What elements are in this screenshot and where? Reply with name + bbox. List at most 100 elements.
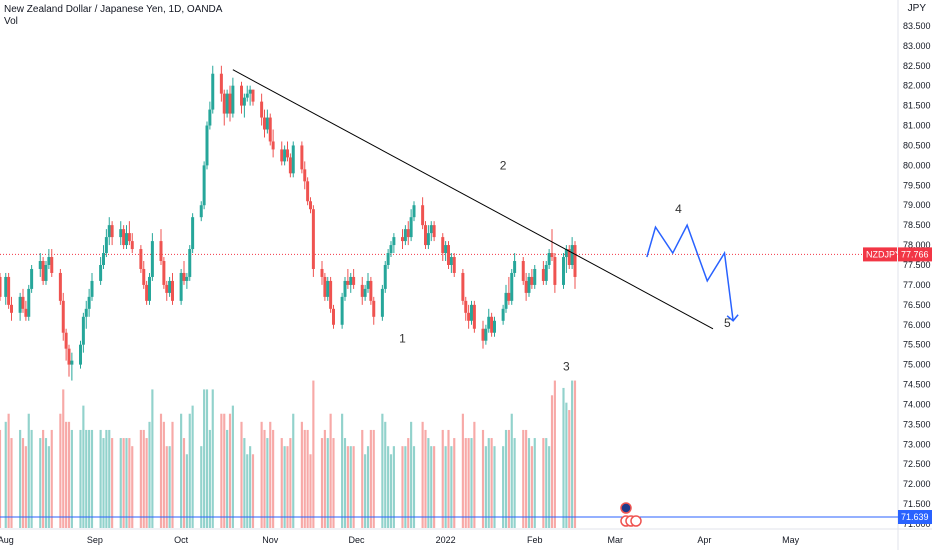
volume-bar <box>185 454 188 528</box>
volume-bar <box>191 405 194 528</box>
candle-body <box>271 141 275 150</box>
candle-body <box>228 93 232 114</box>
candle-body <box>38 261 42 269</box>
candle-body <box>432 225 436 238</box>
volume-bar <box>533 438 536 528</box>
volume-bar <box>289 438 292 528</box>
volume-bar <box>272 429 275 528</box>
candle-body <box>521 261 525 281</box>
volume-bar <box>464 438 467 528</box>
volume-bar <box>401 446 404 528</box>
volume-bar <box>542 438 545 528</box>
volume-bar <box>493 446 496 528</box>
volume-bar <box>0 429 2 528</box>
volume-bar <box>50 429 53 528</box>
volume-bar <box>251 454 255 528</box>
candle-body <box>179 272 183 301</box>
volume-bar <box>102 438 105 528</box>
candle-body <box>7 276 11 305</box>
chart-title: New Zealand Dollar / Japanese Yen, 1D, O… <box>4 4 223 15</box>
volume-bar <box>309 454 312 528</box>
x-tick-label: Oct <box>174 535 189 545</box>
candle-body <box>148 276 151 301</box>
candle-body <box>260 101 264 118</box>
volume-bar <box>392 446 395 528</box>
volume-bar <box>249 446 252 528</box>
candle-body <box>507 292 511 301</box>
volume-bar <box>329 413 332 528</box>
candle-body <box>467 312 471 321</box>
volume-bar <box>148 421 151 528</box>
volume-bar <box>447 429 450 528</box>
volume-bar <box>88 429 91 528</box>
candle-body <box>541 268 545 281</box>
candle-body <box>150 241 154 277</box>
volume-bar <box>142 429 145 528</box>
candle-body <box>288 157 292 174</box>
wave-label: 2 <box>500 158 507 172</box>
candle-body <box>441 237 445 254</box>
volume-bar <box>208 429 211 528</box>
volume-level-tag <box>898 510 932 524</box>
volume-bar <box>507 429 510 528</box>
volume-bar <box>568 410 571 528</box>
volume-bar <box>151 389 154 528</box>
volume-bar <box>42 429 45 528</box>
volume-bar <box>168 446 171 528</box>
volume-bar <box>243 438 246 528</box>
candle-body <box>110 225 114 238</box>
volume-bar <box>203 389 206 528</box>
volume-bar <box>522 429 525 528</box>
last-price-tag <box>898 247 932 262</box>
candle-body <box>343 280 347 297</box>
y-tick-label: 83.000 <box>903 41 931 51</box>
volume-bar <box>553 380 556 528</box>
candle-body <box>412 205 416 218</box>
volume-bar <box>4 421 7 528</box>
candle-body <box>211 73 215 110</box>
candle-body <box>291 145 295 174</box>
volume-bar <box>269 421 272 528</box>
candle-body <box>90 280 94 297</box>
candle-body <box>311 209 315 269</box>
volume-bar <box>27 413 30 528</box>
volume-bar <box>300 421 303 528</box>
volume-bar <box>481 429 485 528</box>
currency-label: JPY <box>907 3 926 14</box>
volume-bar <box>205 389 209 528</box>
x-tick-label: Dec <box>348 535 365 545</box>
candle-body <box>222 93 226 114</box>
candle-body <box>21 296 25 309</box>
candle-body <box>303 169 307 182</box>
x-tick-label: Feb <box>527 535 543 545</box>
candle-body <box>403 229 407 242</box>
candle-body <box>323 276 327 297</box>
volume-bar <box>346 446 349 528</box>
volume-bar <box>246 454 249 528</box>
volume-bar <box>412 446 416 528</box>
volume-bar <box>404 446 407 528</box>
candle-body <box>493 320 496 333</box>
candle-body <box>484 328 488 341</box>
volume-bar <box>200 446 203 528</box>
candle-body <box>346 280 350 285</box>
volume-bar <box>384 421 387 528</box>
volume-bar <box>79 429 82 528</box>
candle-body <box>219 73 223 94</box>
candle-body <box>513 261 517 273</box>
candle-body <box>472 304 476 329</box>
volume-bar <box>389 454 393 528</box>
candle-body <box>87 296 91 309</box>
trendline <box>232 69 714 330</box>
volume-bar <box>369 429 372 528</box>
candle-body <box>168 280 172 293</box>
volume-bar <box>550 395 554 528</box>
x-tick-label: Mar <box>608 535 624 545</box>
candle-body <box>401 237 404 242</box>
y-tick-label: 82.000 <box>903 81 931 91</box>
candle-body <box>64 332 68 349</box>
candle-body <box>268 117 272 142</box>
y-tick-label: 74.500 <box>903 380 931 390</box>
candle-body <box>320 268 324 277</box>
